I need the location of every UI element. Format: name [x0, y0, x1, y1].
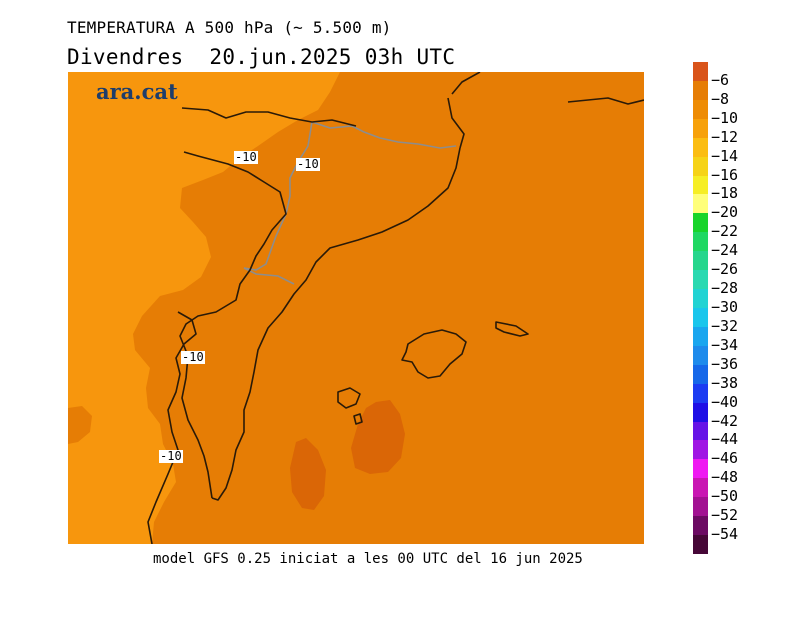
model-run-info: model GFS 0.25 iniciat a les 00 UTC del …: [153, 551, 583, 567]
colorbar-tick-label: −6: [711, 70, 730, 89]
colorbar-tick-label: −18: [711, 184, 739, 203]
colorbar-tick-label: −36: [711, 354, 739, 373]
colorbar-tick-label: −28: [711, 279, 739, 298]
island-mallorca: [401, 329, 467, 379]
colorbar-tick-label: −52: [711, 506, 739, 525]
colorbar-segment: [693, 62, 708, 82]
chart-title: TEMPERATURA A 500 hPa (~ 5.500 m): [67, 18, 392, 37]
colorbar-segment: [693, 402, 708, 423]
coastline-catalonia: [211, 147, 461, 501]
colorbar-tick-label: −14: [711, 146, 739, 165]
colorbar-tick-label: −20: [711, 203, 739, 222]
colorbar-segment: [693, 99, 708, 120]
island-eivissa: [337, 387, 361, 409]
colorbar-tick-label: −12: [711, 127, 739, 146]
colorbar-segment: [693, 383, 708, 404]
contour-label: -10: [296, 157, 320, 171]
colorbar-tick-label: −16: [711, 165, 739, 184]
colorbar-tick-label: −46: [711, 449, 739, 468]
colorbar-segment: [693, 80, 708, 101]
colorbar-tick-label: −48: [711, 468, 739, 487]
colorbar-tick-label: −22: [711, 222, 739, 241]
colorbar-tick-label: −40: [711, 392, 739, 411]
coastline-southwest: [147, 311, 197, 544]
colorbar-tick-label: −34: [711, 335, 739, 354]
warm-anomaly-east: [351, 400, 405, 474]
colorbar-segment: [693, 421, 708, 441]
colorbar-segment: [693, 364, 708, 385]
colorbar-segment: [693, 194, 708, 214]
coastline-gulf-of-lion: [447, 72, 481, 149]
ara-cat-logo: ara.cat: [96, 79, 178, 104]
coastline-france-atlantic: [181, 107, 357, 127]
colorbar-tick-label: −8: [711, 89, 730, 108]
contour-label: -10: [181, 350, 205, 364]
colorbar-segment: [693, 232, 708, 252]
contour-label: -10: [234, 150, 258, 164]
colorbar-tick-label: −44: [711, 430, 739, 449]
colorbar-segment: [693, 156, 708, 177]
colorbar-tick-label: −26: [711, 260, 739, 279]
colorbar-segment: [693, 251, 708, 271]
colorbar-segment: [693, 175, 708, 195]
western-warm-region: [68, 72, 340, 544]
colorbar-tick-label: −50: [711, 487, 739, 506]
colorbar-tick-label: −24: [711, 241, 739, 260]
colorbar-segment: [693, 459, 708, 479]
colorbar-tick-label: −10: [711, 108, 739, 127]
colorbar-tick-label: −42: [711, 411, 739, 430]
island-formentera: [353, 413, 363, 425]
colorbar: [693, 62, 708, 555]
colorbar-segment: [693, 516, 708, 536]
colorbar-tick-label: −30: [711, 298, 739, 316]
colorbar-segment: [693, 440, 708, 460]
colorbar-segment: [693, 118, 708, 139]
contour-label: -10: [159, 449, 183, 463]
colorbar-segment: [693, 137, 708, 158]
colorbar-segment: [693, 535, 708, 555]
colorbar-segment: [693, 497, 708, 517]
colorbar-segment: [693, 308, 708, 328]
temperature-map: [68, 72, 644, 544]
colorbar-segment: [693, 289, 708, 309]
warm-anomaly-west: [290, 438, 326, 510]
island-menorca: [495, 321, 529, 337]
warm-spot-northwest: [68, 406, 92, 444]
colorbar-segment: [693, 270, 708, 290]
coastline-france-top: [567, 97, 644, 105]
colorbar-tick-label: −38: [711, 373, 739, 392]
border-portugal-spain: [179, 151, 287, 499]
chart-subtitle-date: Divendres 20.jun.2025 03h UTC: [67, 45, 456, 69]
colorbar-segment: [693, 478, 708, 498]
colorbar-segment: [693, 213, 708, 233]
colorbar-tick-label: −32: [711, 316, 739, 335]
colorbar-segment: [693, 345, 708, 366]
colorbar-tick-label: −54: [711, 525, 739, 544]
colorbar-segment: [693, 326, 708, 347]
border-line-france: [311, 121, 457, 149]
